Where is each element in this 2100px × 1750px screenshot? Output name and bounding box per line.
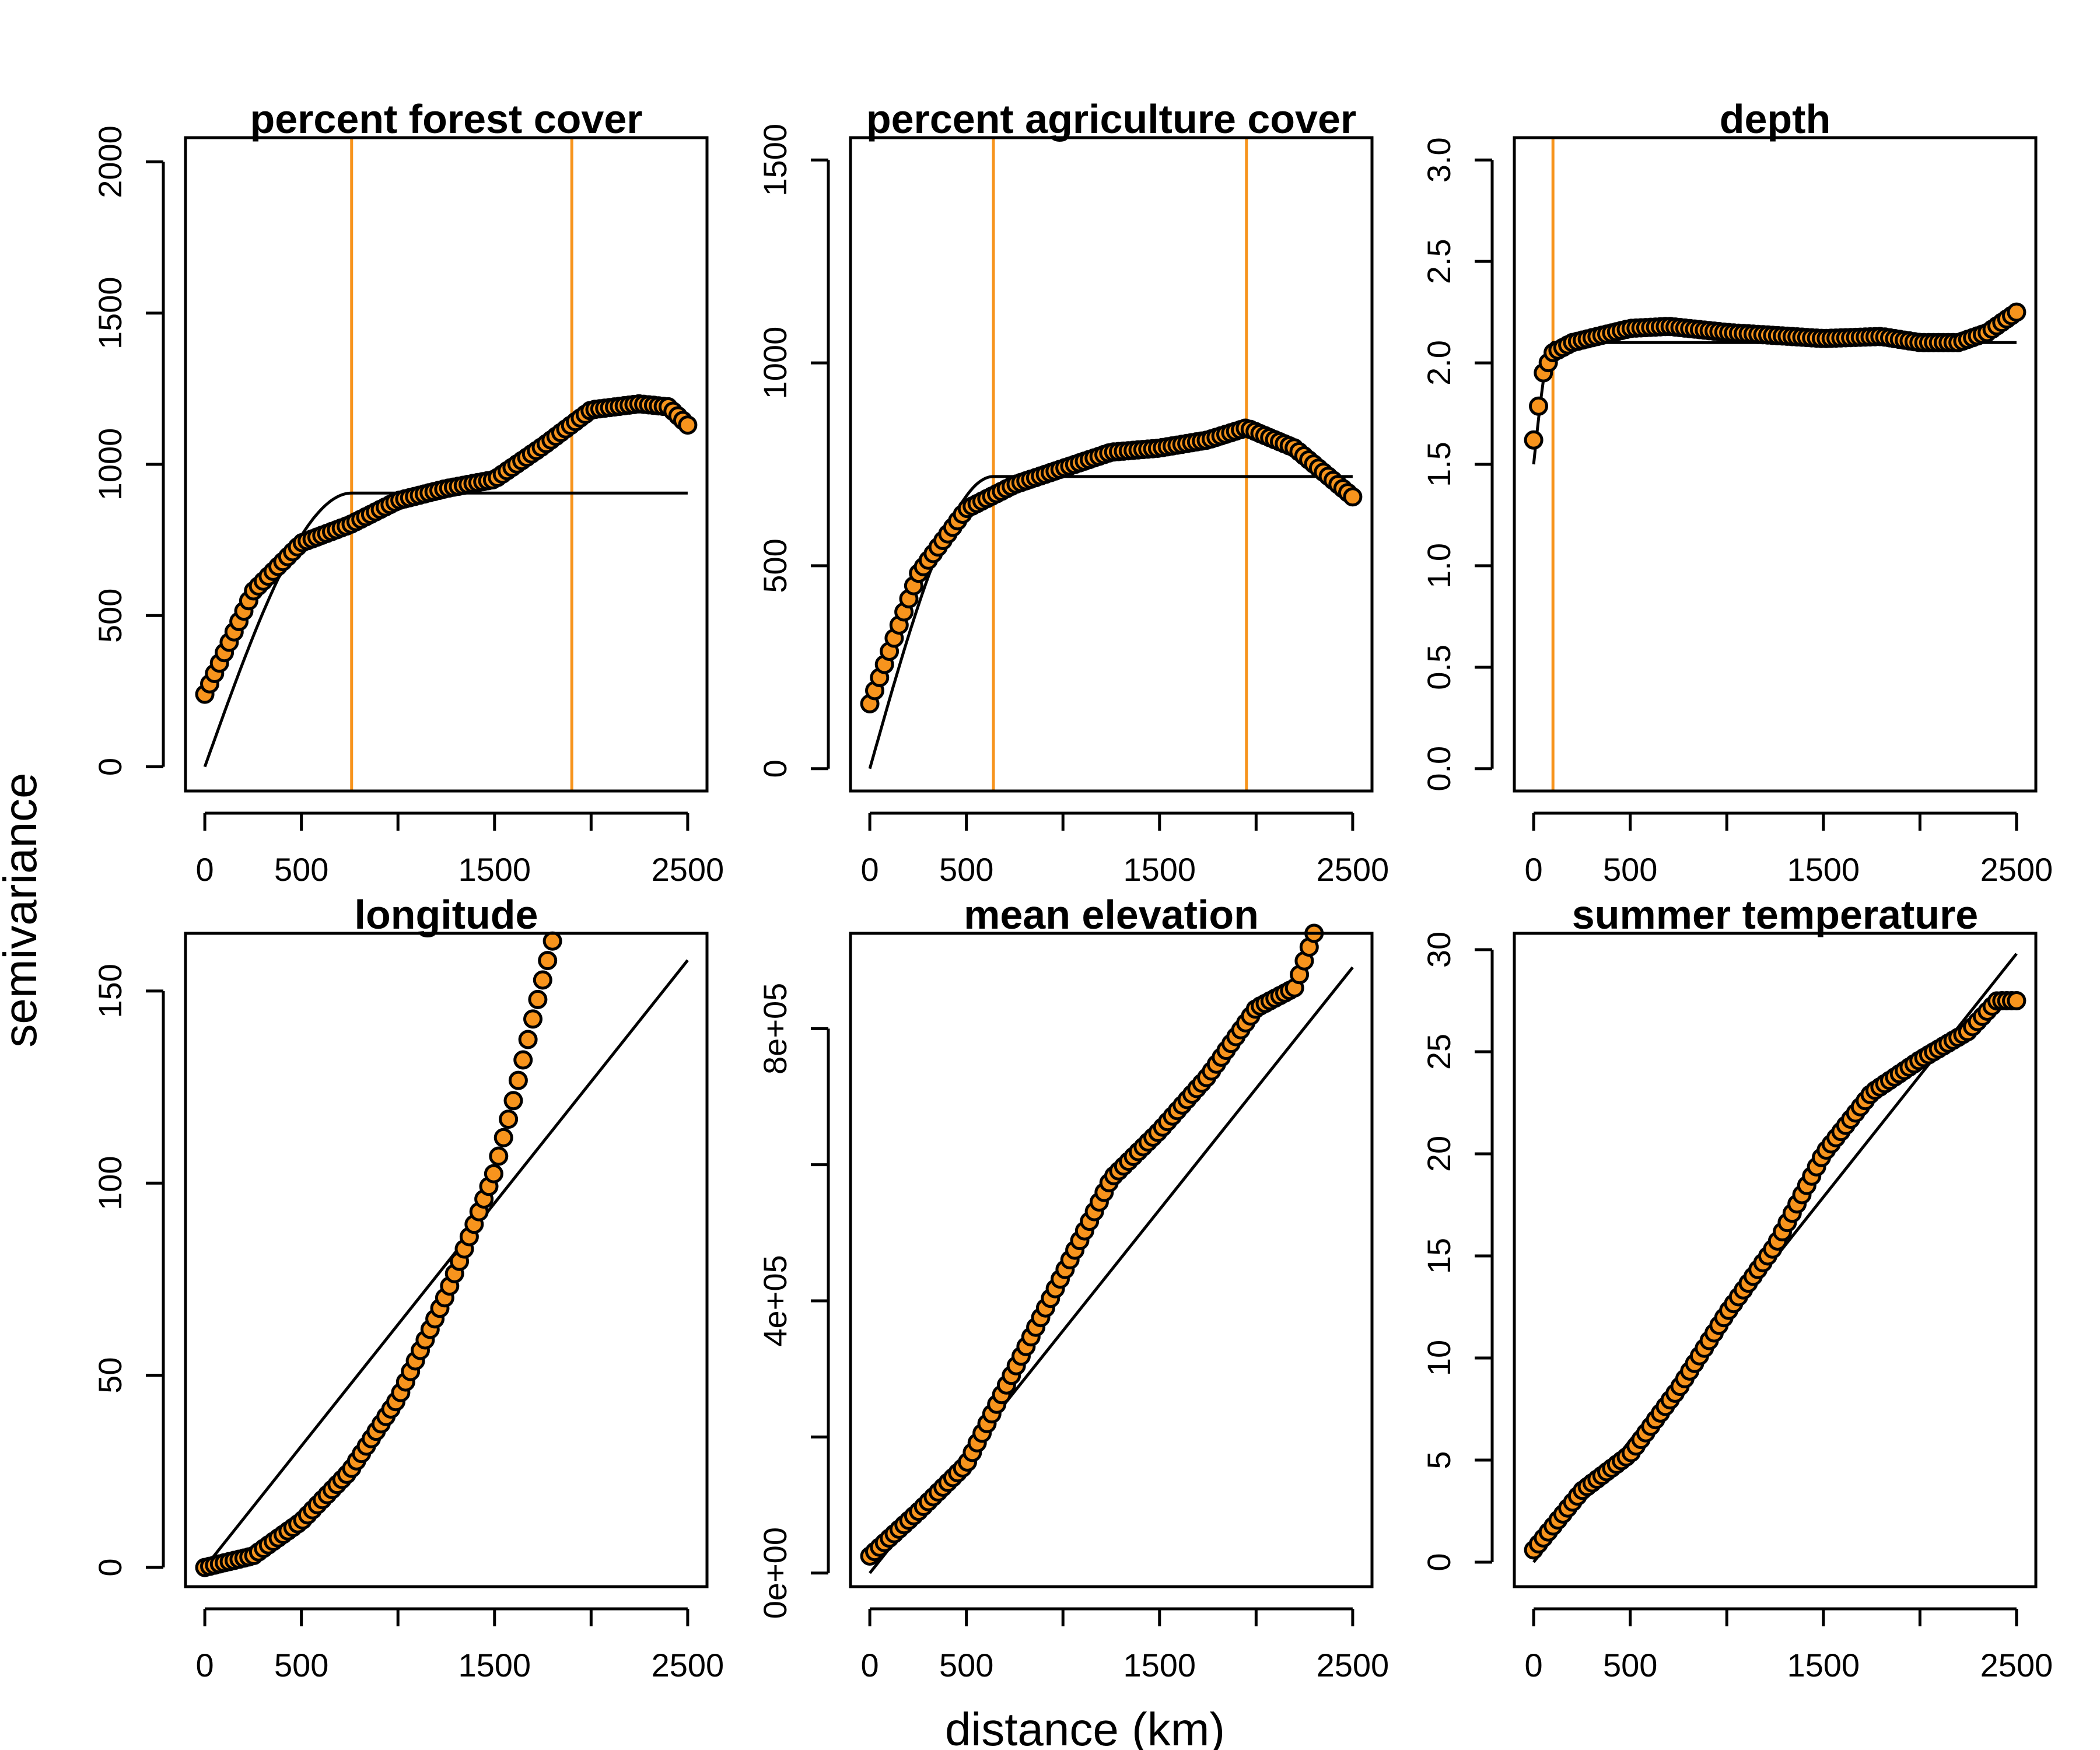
panel-title: depth xyxy=(1720,96,1831,142)
y-tick-label: 100 xyxy=(92,1156,128,1210)
y-tick-label: 0 xyxy=(1420,1553,1457,1571)
data-point xyxy=(542,931,562,951)
y-tick-label: 2000 xyxy=(92,125,128,198)
data-point xyxy=(1524,430,1544,450)
y-tick-label: 2.5 xyxy=(1420,239,1457,284)
data-point xyxy=(484,1164,503,1184)
figure-x-label: distance (km) xyxy=(945,1703,1225,1750)
y-tick-label: 0.5 xyxy=(1420,645,1457,690)
panel-title: percent agriculture cover xyxy=(866,96,1356,142)
data-point xyxy=(2007,991,2027,1010)
x-tick-label: 1500 xyxy=(1787,1647,1860,1684)
y-tick-label: 1500 xyxy=(757,124,793,197)
x-tick-label: 0 xyxy=(861,1647,879,1684)
data-point xyxy=(494,1128,513,1147)
y-tick-label: 1.5 xyxy=(1420,442,1457,487)
panel-6: 0 500 1500 2500 0 5 10 15 20 25 30 summer temperatu… xyxy=(1420,892,2053,1684)
data-point xyxy=(503,1091,523,1111)
model-line xyxy=(204,959,689,1569)
x-tick-label: 500 xyxy=(1603,1647,1657,1684)
figure-y-label: semivariance xyxy=(0,772,46,1047)
plot-frame xyxy=(849,136,1374,793)
y-tick-label: 8e+05 xyxy=(757,983,793,1074)
data-point xyxy=(513,1050,533,1070)
plot-frame xyxy=(184,136,709,793)
data-point xyxy=(678,415,698,435)
x-tick-label: 2500 xyxy=(652,1647,724,1684)
data-point xyxy=(528,989,548,1009)
data-point xyxy=(1343,487,1363,507)
plot-frame xyxy=(1513,136,2038,793)
panel-3: 0 500 1500 2500 0.0 0.5 1.0 1.5 2.0 2.5 3.0 depth xyxy=(1420,96,2053,888)
x-tick-label: 1500 xyxy=(458,851,531,888)
panel-title: summer temperature xyxy=(1572,892,1978,937)
y-tick-label: 5 xyxy=(1420,1451,1457,1469)
panel-1: 0 500 1500 2500 0 500 1000 1500 2000 percent fore… xyxy=(92,96,724,888)
y-tick-label: 0.0 xyxy=(1420,746,1457,792)
y-tick-label: 500 xyxy=(92,589,128,643)
y-tick-label: 0 xyxy=(757,760,793,778)
x-tick-label: 500 xyxy=(939,851,993,888)
plot-frame xyxy=(1513,932,2038,1588)
x-tick-label: 0 xyxy=(196,1647,214,1684)
x-tick-label: 1500 xyxy=(1123,1647,1196,1684)
y-tick-label: 0e+00 xyxy=(757,1527,793,1619)
y-tick-label: 10 xyxy=(1420,1340,1457,1376)
data-point xyxy=(508,1070,528,1090)
y-tick-label: 1000 xyxy=(757,327,793,400)
y-tick-label: 1.0 xyxy=(1420,543,1457,589)
x-tick-label: 500 xyxy=(939,1647,993,1684)
y-tick-label: 0 xyxy=(92,1558,128,1576)
x-tick-label: 2500 xyxy=(1980,851,2053,888)
x-tick-label: 0 xyxy=(1525,851,1543,888)
y-tick-label: 0 xyxy=(92,758,128,776)
y-tick-label: 50 xyxy=(92,1357,128,1393)
y-tick-label: 3.0 xyxy=(1420,137,1457,183)
x-tick-label: 0 xyxy=(861,851,879,888)
y-tick-label: 30 xyxy=(1420,932,1457,968)
x-tick-label: 500 xyxy=(274,1647,328,1684)
x-tick-label: 2500 xyxy=(1317,851,1390,888)
panel-title: percent forest cover xyxy=(250,96,642,142)
data-point xyxy=(518,1030,538,1049)
y-tick-label: 25 xyxy=(1420,1034,1457,1070)
y-tick-label: 20 xyxy=(1420,1136,1457,1172)
plot-frame xyxy=(184,932,709,1588)
x-tick-label: 500 xyxy=(274,851,328,888)
x-tick-label: 0 xyxy=(1525,1647,1543,1684)
data-point xyxy=(489,1146,509,1166)
y-tick-label: 4e+05 xyxy=(757,1255,793,1346)
x-tick-label: 1500 xyxy=(458,1647,531,1684)
data-point xyxy=(523,1009,542,1029)
data-point xyxy=(533,970,552,990)
y-tick-label: 2.0 xyxy=(1420,340,1457,386)
x-tick-label: 2500 xyxy=(1317,1647,1390,1684)
y-tick-label: 500 xyxy=(757,538,793,593)
data-point xyxy=(2007,302,2027,322)
x-tick-label: 500 xyxy=(1603,851,1657,888)
panel-title: longitude xyxy=(355,892,538,937)
data-point xyxy=(1529,396,1548,416)
y-tick-label: 1000 xyxy=(92,428,128,501)
x-tick-label: 0 xyxy=(196,851,214,888)
y-tick-label: 150 xyxy=(92,964,128,1018)
panel-4: 0 500 1500 2500 0 50 100 150 longitude xyxy=(92,892,724,1684)
plot-frame xyxy=(849,932,1374,1588)
x-tick-label: 1500 xyxy=(1787,851,1860,888)
x-tick-label: 2500 xyxy=(1980,1647,2053,1684)
x-tick-label: 2500 xyxy=(652,851,724,888)
x-tick-label: 1500 xyxy=(1123,851,1196,888)
data-point xyxy=(499,1110,519,1129)
panel-2: 0 500 1500 2500 0 500 1000 1500 percent agricult… xyxy=(757,96,1389,888)
panel-5: 0 500 1500 2500 0e+00 4e+05 8e+05 mean elevatio… xyxy=(757,892,1389,1684)
panel-title: mean elevation xyxy=(964,892,1259,937)
data-point xyxy=(538,951,558,971)
y-tick-label: 15 xyxy=(1420,1238,1457,1274)
y-tick-label: 1500 xyxy=(92,276,128,349)
